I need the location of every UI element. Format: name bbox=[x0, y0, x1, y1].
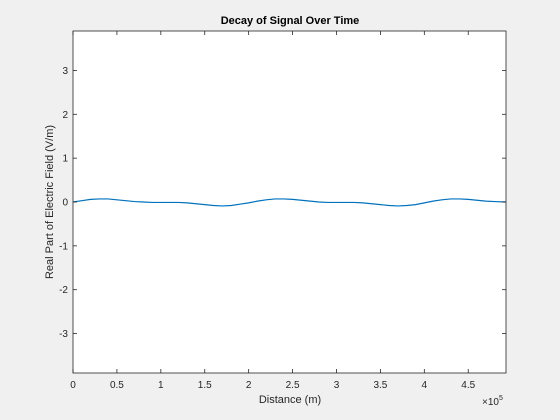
x-exponent-base: ×10 bbox=[482, 397, 499, 408]
x-tick-label: 2 bbox=[246, 380, 252, 391]
x-tick-label: 1.5 bbox=[198, 380, 212, 391]
y-axis-label: Real Part of Electric Field (V/m) bbox=[44, 125, 56, 279]
y-tick-label: 0 bbox=[62, 198, 68, 209]
x-axis-label: Distance (m) bbox=[259, 394, 321, 406]
y-tick-label: -1 bbox=[59, 241, 68, 252]
x-tick-label: 3.5 bbox=[373, 380, 387, 391]
y-tick-label: -2 bbox=[59, 285, 68, 296]
ticks-layer: 0 0.5 1 1.5 2 2.5 3 3.5 4 4.5 -3 -2 -1 0 1 2 3 bbox=[59, 31, 506, 391]
series-layer bbox=[72, 198, 507, 207]
x-tick-label: 3 bbox=[334, 380, 340, 391]
y-tick-label: 2 bbox=[62, 110, 68, 121]
y-tick-label: -3 bbox=[59, 329, 68, 340]
x-exponent-power: 5 bbox=[499, 395, 503, 402]
x-tick-label: 4 bbox=[422, 380, 428, 391]
x-tick-label: 0.5 bbox=[110, 380, 124, 391]
series-line bbox=[72, 198, 507, 207]
chart-title: Decay of Signal Over Time bbox=[221, 15, 360, 27]
x-tick-label: 0 bbox=[70, 380, 76, 391]
x-tick-label: 2.5 bbox=[286, 380, 300, 391]
x-tick-label: 1 bbox=[158, 380, 164, 391]
axes-box bbox=[72, 30, 507, 374]
y-tick-label: 1 bbox=[62, 154, 68, 165]
y-tick-label: 3 bbox=[62, 66, 68, 77]
x-tick-label: 4.5 bbox=[461, 380, 475, 391]
x-axis-exponent: ×105 bbox=[482, 395, 503, 408]
